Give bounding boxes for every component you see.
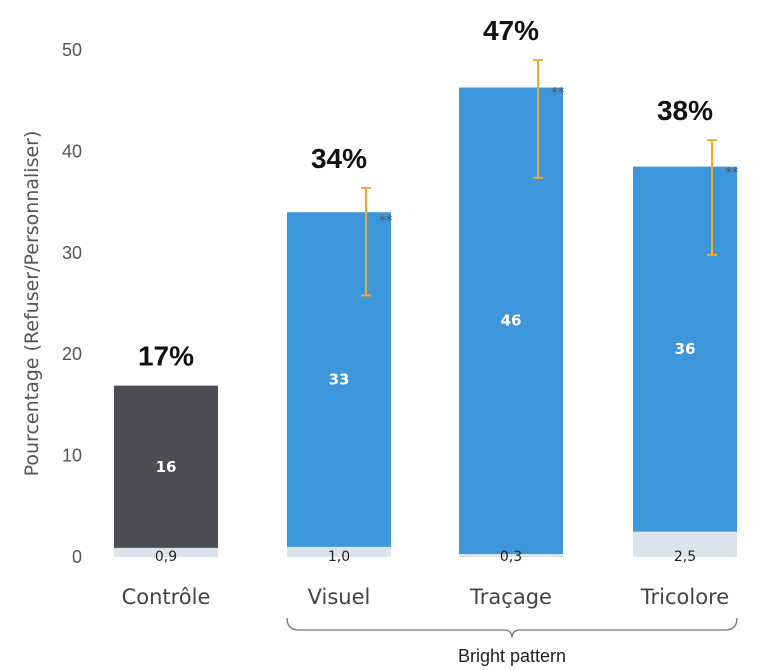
x-category-label: Visuel bbox=[308, 585, 371, 609]
bar-total-label: 34% bbox=[311, 143, 367, 174]
bar-base-label: 0,3 bbox=[500, 549, 522, 565]
bar-base-segment bbox=[633, 531, 737, 557]
bar-base-label: 1,0 bbox=[328, 549, 350, 565]
bar-main-segment bbox=[633, 166, 737, 532]
y-tick-label: 30 bbox=[62, 243, 82, 263]
bar-main-segment bbox=[459, 87, 563, 554]
bar-base-segment bbox=[114, 547, 218, 557]
bar-total-label: 17% bbox=[138, 341, 194, 372]
y-tick-label: 20 bbox=[62, 344, 82, 364]
group-bracket-label: Bright pattern bbox=[458, 646, 566, 666]
bar-main-segment bbox=[114, 385, 218, 548]
bar-value-label: 36 bbox=[675, 340, 696, 358]
bar-value-label: 16 bbox=[156, 458, 177, 476]
bar-base-segment bbox=[459, 553, 563, 557]
bar-value-label: 33 bbox=[329, 371, 350, 389]
significance-marker: ** bbox=[380, 214, 394, 229]
y-tick-label: 0 bbox=[72, 547, 82, 567]
bar-total-label: 47% bbox=[483, 15, 539, 46]
bar-value-label: 46 bbox=[501, 312, 522, 330]
significance-marker: ** bbox=[726, 166, 740, 181]
y-tick-label: 10 bbox=[62, 446, 82, 466]
bar-main-segment bbox=[287, 212, 391, 547]
significance-marker: ** bbox=[552, 86, 566, 101]
y-axis-label: Pourcentage (Refuser/Personnaliser) bbox=[21, 131, 43, 477]
bar-base-segment bbox=[287, 546, 391, 557]
bar-base-label: 0,9 bbox=[155, 549, 177, 565]
y-tick-label: 50 bbox=[62, 40, 82, 60]
group-bracket bbox=[286, 617, 738, 639]
bar-base-label: 2,5 bbox=[674, 549, 696, 565]
x-category-label: Traçage bbox=[469, 585, 552, 609]
x-category-label: Tricolore bbox=[640, 585, 729, 609]
bar-total-label: 38% bbox=[657, 95, 713, 126]
x-category-label: Contrôle bbox=[122, 585, 211, 609]
y-tick-label: 40 bbox=[62, 141, 82, 161]
